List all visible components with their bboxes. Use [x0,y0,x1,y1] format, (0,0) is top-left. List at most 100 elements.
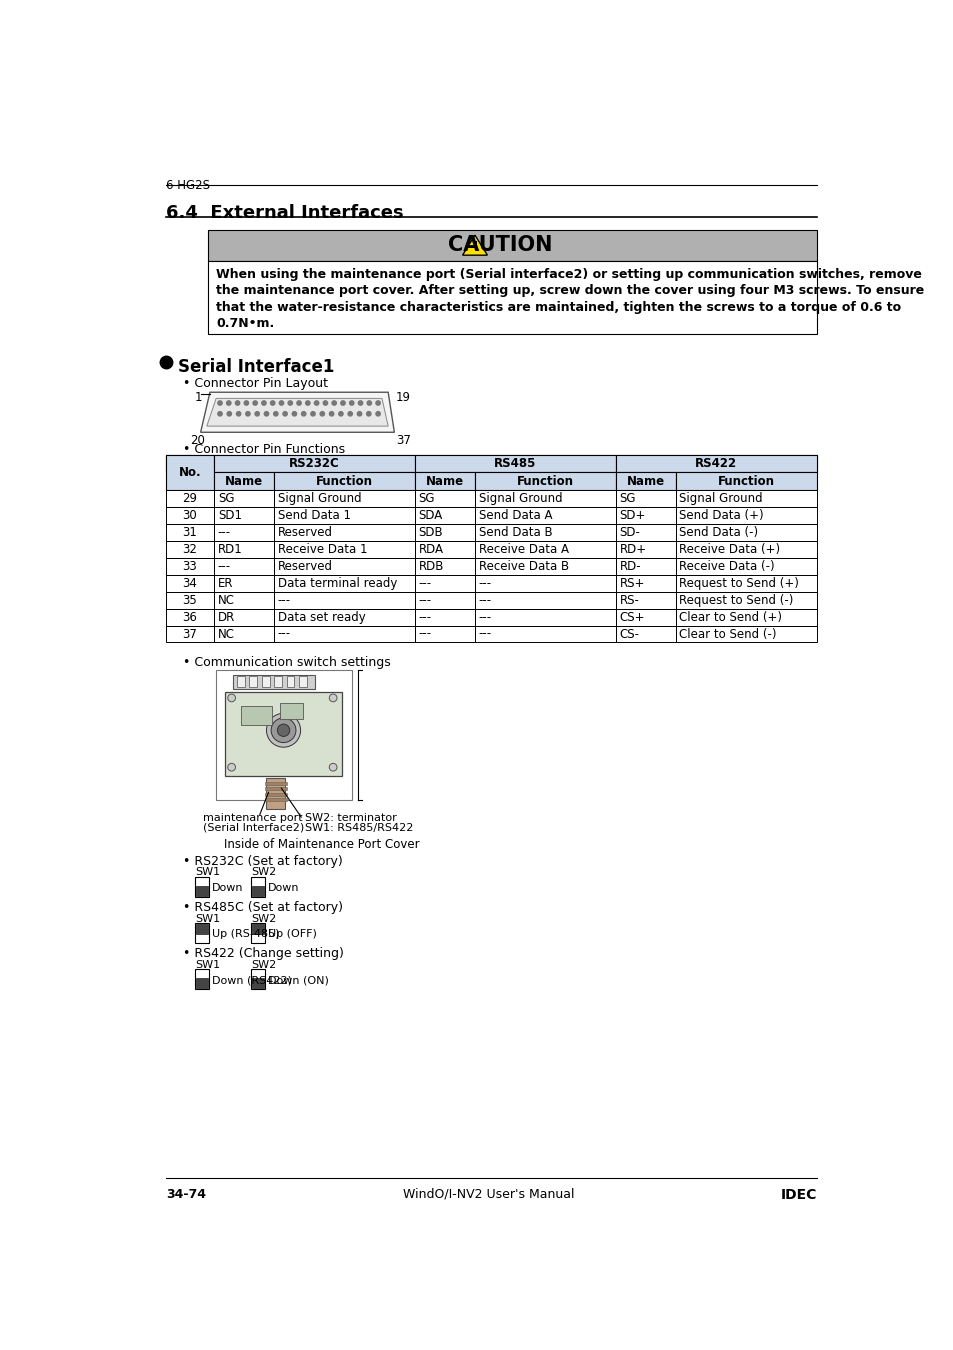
Bar [166,591,213,609]
Bar [274,591,415,609]
Text: SG: SG [217,491,234,505]
Text: 19: 19 [395,390,411,404]
Circle shape [358,401,362,405]
Text: RS232C: RS232C [289,458,339,470]
Text: ---: --- [418,628,432,640]
Bar [166,524,213,541]
Text: ER: ER [217,576,233,590]
Bar [213,524,274,541]
Bar [213,609,274,625]
Text: Send Data 1: Send Data 1 [277,509,350,522]
Text: ---: --- [418,610,432,624]
Circle shape [246,412,250,416]
Text: 1: 1 [194,390,202,404]
Bar [675,508,816,524]
Bar [274,541,415,558]
Bar [615,490,675,508]
Bar [225,691,342,776]
Circle shape [227,401,231,405]
Bar [415,625,475,643]
Bar [208,261,816,335]
Circle shape [311,412,314,416]
Text: 6.4  External Interfaces: 6.4 External Interfaces [166,204,403,223]
Text: RDA: RDA [418,543,443,556]
Circle shape [375,401,380,405]
Bar [274,472,415,490]
Text: Data set ready: Data set ready [277,610,365,624]
Bar [195,979,208,988]
Bar [415,591,475,609]
Bar [213,558,274,575]
Bar [415,472,475,490]
Text: SW1: SW1 [195,867,220,878]
Bar [615,541,675,558]
Bar [236,676,245,687]
Text: ---: --- [418,594,432,606]
Text: Reserved: Reserved [277,526,333,539]
Text: Send Data A: Send Data A [478,509,552,522]
Text: RS-: RS- [619,594,639,606]
Text: SG: SG [619,491,636,505]
Bar [475,558,615,575]
Circle shape [254,412,259,416]
Bar [274,490,415,508]
Text: • RS485C (Set at factory): • RS485C (Set at factory) [183,902,342,914]
Circle shape [340,401,345,405]
Bar [274,575,415,591]
Text: SG: SG [418,491,435,505]
Text: 34-74: 34-74 [166,1188,206,1200]
Text: 6 HG2S: 6 HG2S [166,180,210,192]
Bar [675,558,816,575]
Bar [166,625,213,643]
Text: RD-: RD- [619,560,640,572]
Bar [675,524,816,541]
Circle shape [296,401,301,405]
Bar [415,490,475,508]
Text: !: ! [472,240,477,254]
Bar [475,508,615,524]
Bar [615,591,675,609]
Bar [615,625,675,643]
Circle shape [332,401,336,405]
Bar [298,676,307,687]
Bar [274,508,415,524]
Bar [208,230,816,261]
Bar [266,778,285,809]
Circle shape [338,412,343,416]
Text: No.: No. [178,466,201,479]
Text: Receive Data 1: Receive Data 1 [277,543,367,556]
Text: SW2: SW2 [251,914,276,923]
Circle shape [301,412,306,416]
Bar [415,455,615,472]
Circle shape [271,401,274,405]
Text: ---: --- [418,576,432,590]
Text: SD1: SD1 [217,509,241,522]
Text: RS+: RS+ [619,576,644,590]
Bar [251,923,265,942]
Circle shape [323,401,327,405]
Bar [216,670,352,799]
Bar [675,609,816,625]
Bar [475,524,615,541]
Text: DR: DR [217,610,234,624]
Bar [213,541,274,558]
Text: Data terminal ready: Data terminal ready [277,576,396,590]
Circle shape [329,694,336,702]
Bar [195,923,209,942]
Bar [615,609,675,625]
Bar [166,508,213,524]
Text: 37: 37 [395,433,411,447]
Text: ---: --- [217,526,231,539]
Text: Signal Ground: Signal Ground [679,491,762,505]
Bar [274,625,415,643]
Text: SW1: RS485/RS422: SW1: RS485/RS422 [305,822,414,833]
Text: Down (ON): Down (ON) [268,975,329,985]
Text: SDA: SDA [418,509,442,522]
Text: Name: Name [626,475,664,487]
Text: 32: 32 [182,543,197,556]
Text: • Connector Pin Layout: • Connector Pin Layout [183,377,328,390]
Bar [213,508,274,524]
Text: Request to Send (-): Request to Send (-) [679,594,793,606]
Circle shape [274,412,277,416]
Text: Function: Function [517,475,573,487]
